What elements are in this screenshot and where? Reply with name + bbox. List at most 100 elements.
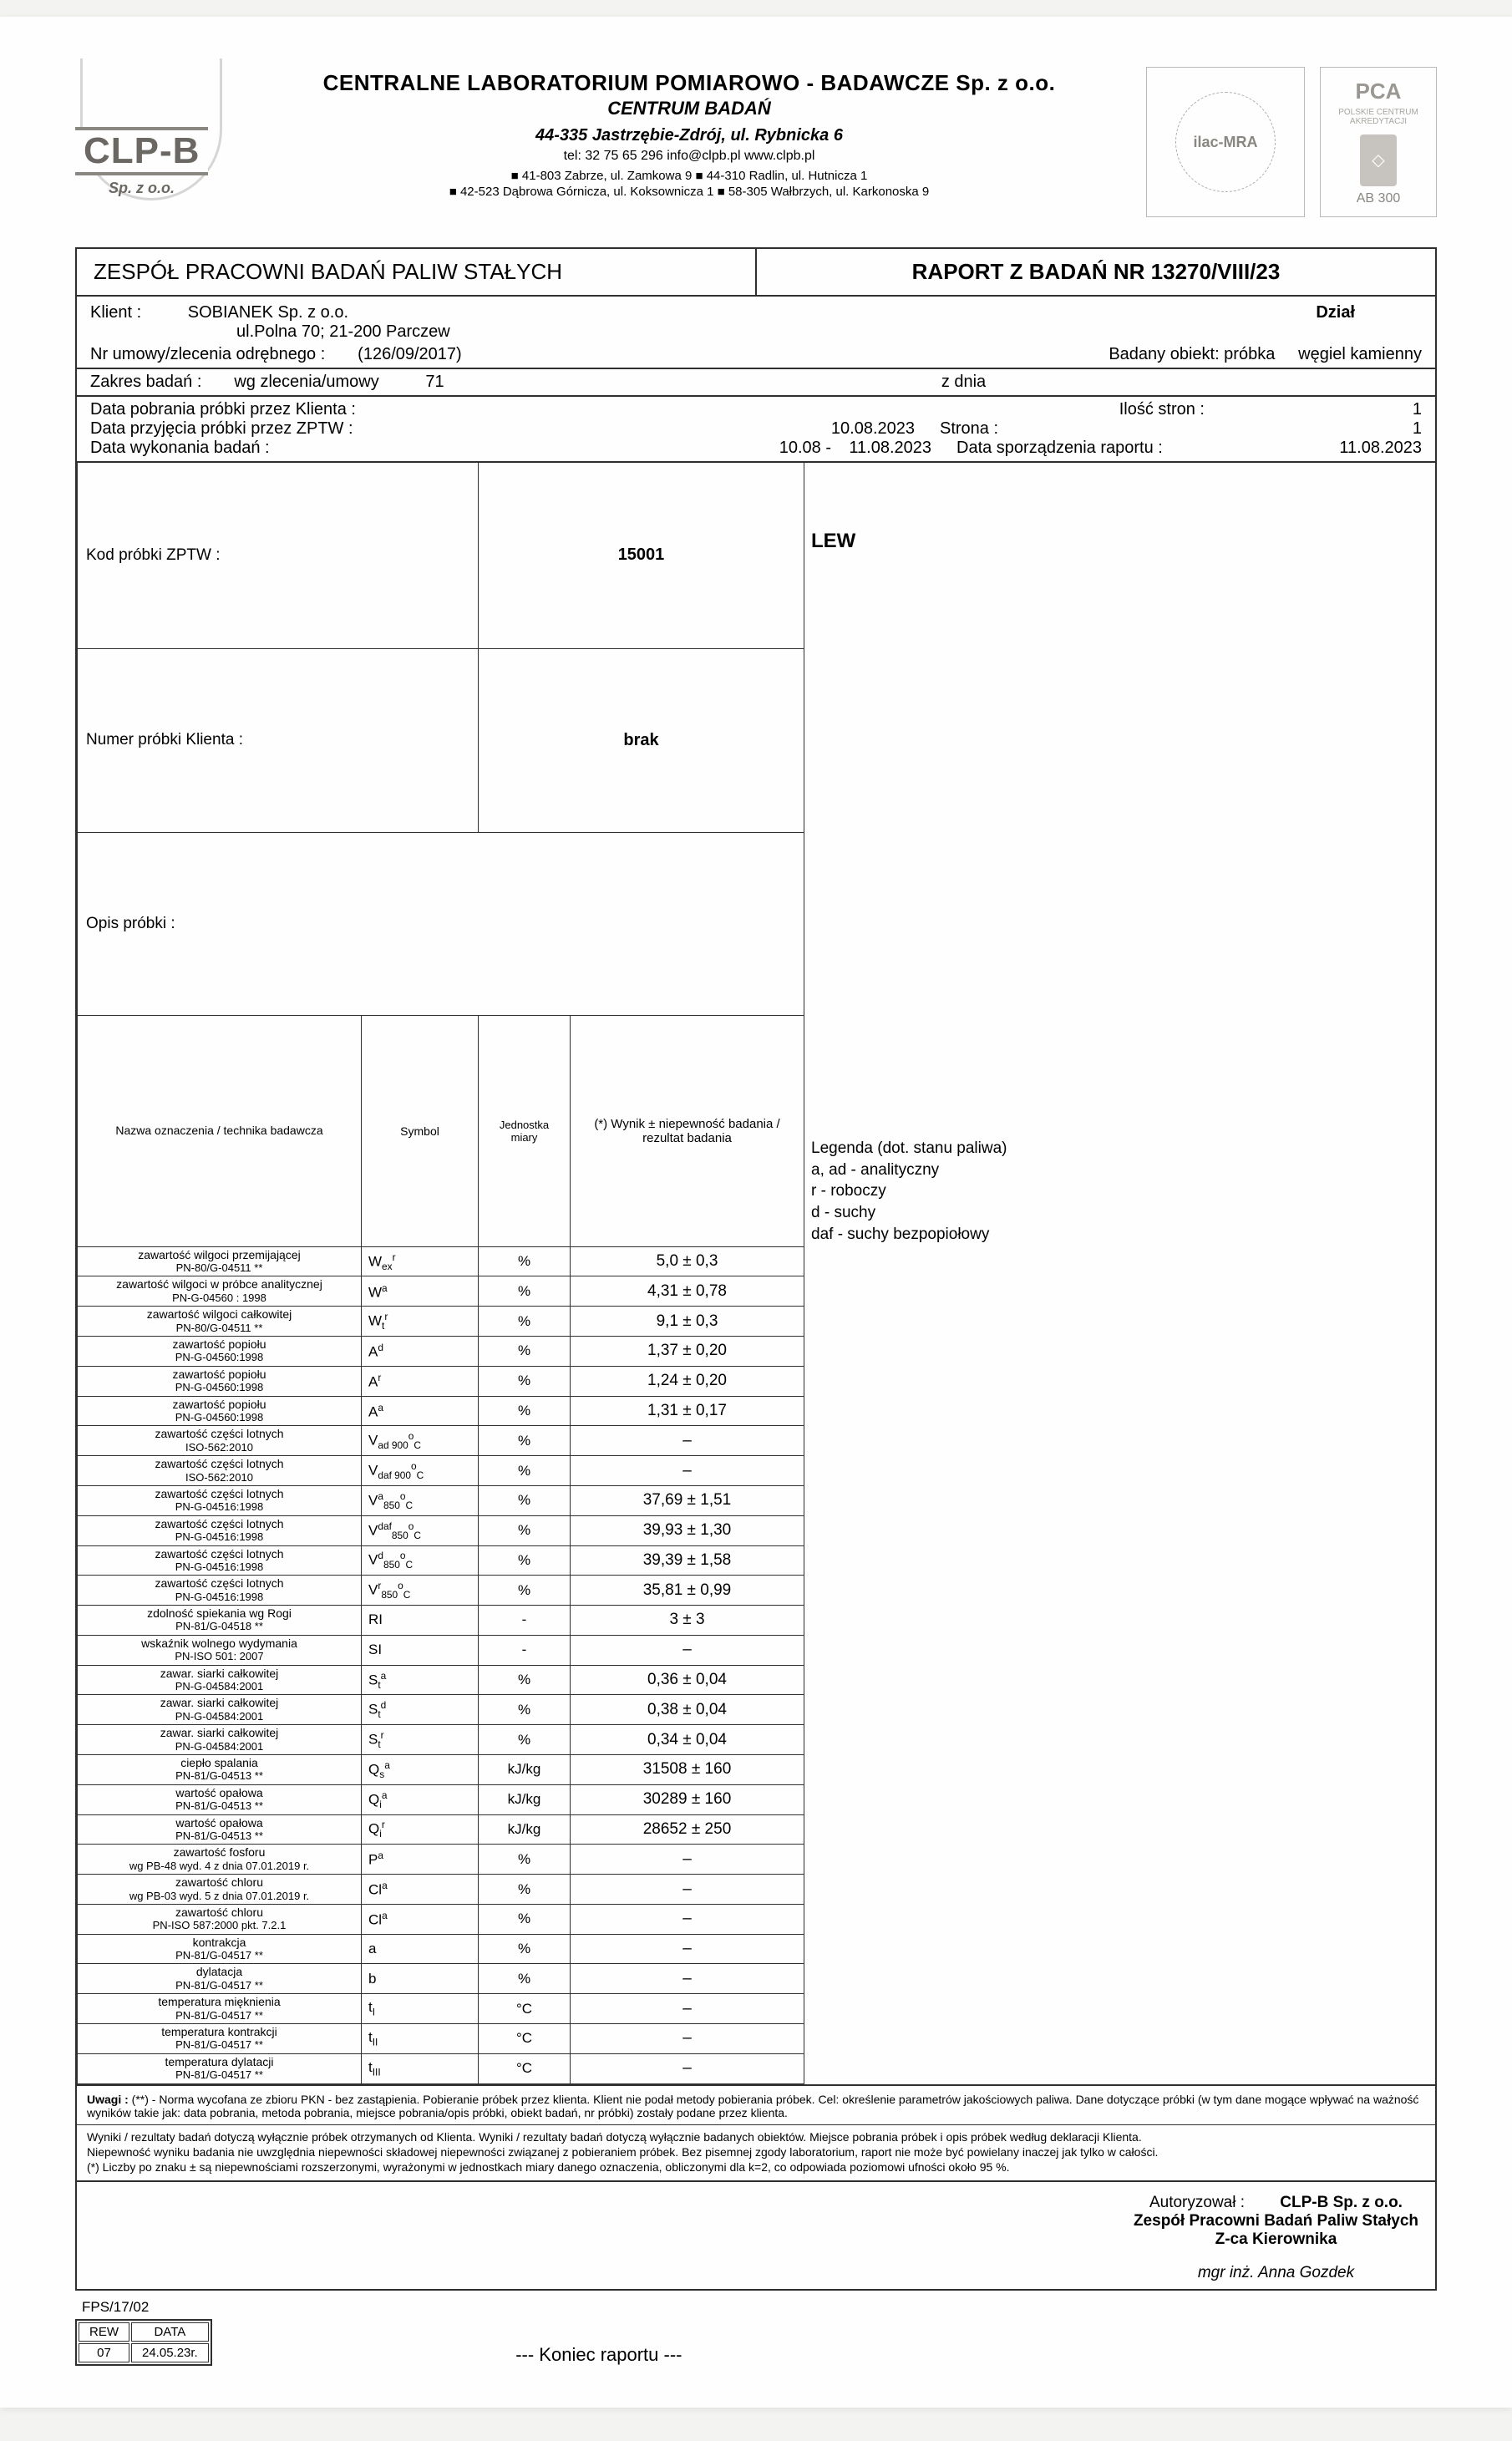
cell-value: – bbox=[571, 1904, 804, 1934]
table-row: zawartość chloruwg PB-03 wyd. 5 z dnia 0… bbox=[78, 1875, 1436, 1905]
cell-value: 35,81 ± 0,99 bbox=[571, 1576, 804, 1606]
cell-symbol: Cla bbox=[362, 1875, 479, 1905]
fps: FPS/17/02 bbox=[75, 2296, 212, 2319]
d3-lab: Data wykonania badań : bbox=[90, 439, 270, 457]
cell-unit: °C bbox=[479, 2053, 571, 2083]
table-row: zawartość części lotnychPN-G-04516:1998V… bbox=[78, 1545, 1436, 1576]
opis-val: LEW bbox=[811, 530, 1428, 553]
kod-val: 15001 bbox=[479, 462, 804, 648]
pca-badge-icon: ◇ bbox=[1360, 134, 1397, 186]
table-row: dylatacjaPN-81/G-04517 **b%– bbox=[78, 1964, 1436, 1994]
cell-value: 37,69 ± 1,51 bbox=[571, 1485, 804, 1515]
table-row: zawartość części lotnychPN-G-04516:1998V… bbox=[78, 1515, 1436, 1545]
cell-symbol: Qir bbox=[362, 1814, 479, 1845]
cell-name: wartość opałowaPN-81/G-04513 ** bbox=[78, 1814, 362, 1845]
cell-unit: % bbox=[479, 1875, 571, 1905]
cell-unit: °C bbox=[479, 1994, 571, 2024]
d1-lab: Data pobrania próbki przez Klienta : bbox=[90, 400, 756, 419]
clpb-logo: CLP-B Sp. z o.o. bbox=[75, 67, 259, 209]
cell-symbol: RI bbox=[362, 1606, 479, 1636]
cell-symbol: Qia bbox=[362, 1784, 479, 1814]
legend-l2: r - roboczy bbox=[811, 1180, 1428, 1202]
cell-symbol: Vdaf850oC bbox=[362, 1515, 479, 1545]
klient-label: Klient : bbox=[90, 303, 141, 322]
auth-1: CLP-B Sp. z o.o. bbox=[1280, 2194, 1403, 2211]
cell-value: 1,24 ± 0,20 bbox=[571, 1366, 804, 1396]
cell-symbol: b bbox=[362, 1964, 479, 1994]
cell-name: zawartość popiołuPN-G-04560:1998 bbox=[78, 1396, 362, 1426]
cell-value: – bbox=[571, 1456, 804, 1486]
table-row: zawartość chloruPN-ISO 587:2000 pkt. 7.2… bbox=[78, 1904, 1436, 1934]
cell-value: 39,93 ± 1,30 bbox=[571, 1515, 804, 1545]
d3-val: 11.08.2023 bbox=[831, 439, 931, 458]
cell-name: kontrakcjaPN-81/G-04517 ** bbox=[78, 1934, 362, 1964]
note-3: Niepewność wyniku badania nie uwzględnia… bbox=[87, 2145, 1425, 2159]
cell-name: zawartość części lotnychISO-562:2010 bbox=[78, 1456, 362, 1486]
table-row: zawartość fosforuwg PB-48 wyd. 4 z dnia … bbox=[78, 1845, 1436, 1875]
table-row: zawartość popiołuPN-G-04560:1998Ar%1,24 … bbox=[78, 1366, 1436, 1396]
cell-symbol: Qsa bbox=[362, 1754, 479, 1784]
authorization: Autoryzował : CLP-B Sp. z o.o. Zespół Pr… bbox=[1134, 2194, 1418, 2282]
branches-1: ■ 41-803 Zabrze, ul. Zamkowa 9 ■ 44-310 … bbox=[276, 169, 1103, 183]
cell-symbol: Str bbox=[362, 1725, 479, 1755]
cell-unit: % bbox=[479, 1276, 571, 1307]
cell-symbol: Wtr bbox=[362, 1307, 479, 1337]
cell-value: 1,37 ± 0,20 bbox=[571, 1337, 804, 1367]
cell-value: – bbox=[571, 1875, 804, 1905]
note-2: Wyniki / rezultaty badań dotyczą wyłączn… bbox=[87, 2130, 1425, 2144]
auth-lab: Autoryzował : bbox=[1149, 2194, 1245, 2211]
cell-unit: kJ/kg bbox=[479, 1784, 571, 1814]
cell-value: – bbox=[571, 1426, 804, 1456]
cell-value: – bbox=[571, 2024, 804, 2054]
d3-range: 10.08 - bbox=[756, 439, 831, 458]
legend-l3: d - suchy bbox=[811, 1202, 1428, 1224]
cell-value: 4,31 ± 0,78 bbox=[571, 1276, 804, 1307]
footer: Autoryzował : CLP-B Sp. z o.o. Zespół Pr… bbox=[77, 2180, 1435, 2289]
klient-value: SOBIANEK Sp. z o.o. bbox=[188, 303, 348, 322]
strona-val: 1 bbox=[1338, 419, 1422, 439]
cell-symbol: Vad 900oC bbox=[362, 1426, 479, 1456]
table-row: zawartość części lotnychPN-G-04516:1998V… bbox=[78, 1485, 1436, 1515]
auth-2: Zespół Pracowni Badań Paliw Stałych bbox=[1134, 2212, 1418, 2230]
cell-unit: % bbox=[479, 1307, 571, 1337]
table-row: zawar. siarki całkowitejPN-G-04584:2001S… bbox=[78, 1725, 1436, 1755]
rev-h2: DATA bbox=[131, 2322, 209, 2342]
company-name: CENTRALNE LABORATORIUM POMIAROWO - BADAW… bbox=[276, 70, 1103, 96]
cell-unit: % bbox=[479, 1515, 571, 1545]
cell-value: 31508 ± 160 bbox=[571, 1754, 804, 1784]
cell-name: zawartość części lotnychPN-G-04516:1998 bbox=[78, 1545, 362, 1576]
ilosc-val: 1 bbox=[1205, 400, 1422, 419]
cell-name: temperatura mięknieniaPN-81/G-04517 ** bbox=[78, 1994, 362, 2024]
header-center: CENTRALNE LABORATORIUM POMIAROWO - BADAW… bbox=[276, 67, 1103, 199]
cell-symbol: Wexr bbox=[362, 1246, 479, 1276]
cell-name: zawartość chloruPN-ISO 587:2000 pkt. 7.2… bbox=[78, 1904, 362, 1934]
cell-value: 5,0 ± 0,3 bbox=[571, 1246, 804, 1276]
meta-block: Klient : SOBIANEK Sp. z o.o. ul.Polna 70… bbox=[77, 295, 1435, 461]
table-row: wartość opałowaPN-81/G-04513 **QiakJ/kg3… bbox=[78, 1784, 1436, 1814]
cell-name: zdolność spiekania wg RogiPN-81/G-04518 … bbox=[78, 1606, 362, 1636]
cell-value: 0,36 ± 0,04 bbox=[571, 1665, 804, 1695]
cell-unit: % bbox=[479, 1665, 571, 1695]
zakres-lab: Zakres badań : bbox=[90, 373, 201, 391]
dzial: Dział bbox=[723, 303, 1422, 342]
accreditation-logos: ilac-MRA PCA POLSKIE CENTRUM AKREDYTACJI… bbox=[1119, 67, 1437, 217]
cell-value: 30289 ± 160 bbox=[571, 1784, 804, 1814]
ilac-icon: ilac-MRA bbox=[1175, 92, 1276, 192]
cell-value: 0,38 ± 0,04 bbox=[571, 1695, 804, 1725]
strona-lab: Strona : bbox=[915, 419, 1338, 439]
cell-symbol: Va850oC bbox=[362, 1485, 479, 1515]
cell-value: – bbox=[571, 1845, 804, 1875]
title-bar: ZESPÓŁ PRACOWNI BADAŃ PALIW STAŁYCH RAPO… bbox=[77, 249, 1435, 295]
ilosc-lab: Ilość stron : bbox=[1119, 400, 1205, 419]
cell-name: zawar. siarki całkowitejPN-G-04584:2001 bbox=[78, 1695, 362, 1725]
cell-value: 28652 ± 250 bbox=[571, 1814, 804, 1845]
cell-name: zawartość części lotnychISO-562:2010 bbox=[78, 1426, 362, 1456]
below-frame: FPS/17/02 REWDATA 0724.05.23r. --- Konie… bbox=[75, 2296, 1437, 2366]
cell-value: – bbox=[571, 1635, 804, 1665]
note-4: (*) Liczby po znaku ± są niepewnościami … bbox=[87, 2160, 1425, 2174]
z-dnia: z dnia bbox=[672, 373, 1422, 392]
numer-lab: Numer próbki Klienta : bbox=[78, 648, 479, 832]
table-row: zawar. siarki całkowitejPN-G-04584:2001S… bbox=[78, 1665, 1436, 1695]
cell-name: wskaźnik wolnego wydymaniaPN-ISO 501: 20… bbox=[78, 1635, 362, 1665]
cell-name: zawartość popiołuPN-G-04560:1998 bbox=[78, 1337, 362, 1367]
